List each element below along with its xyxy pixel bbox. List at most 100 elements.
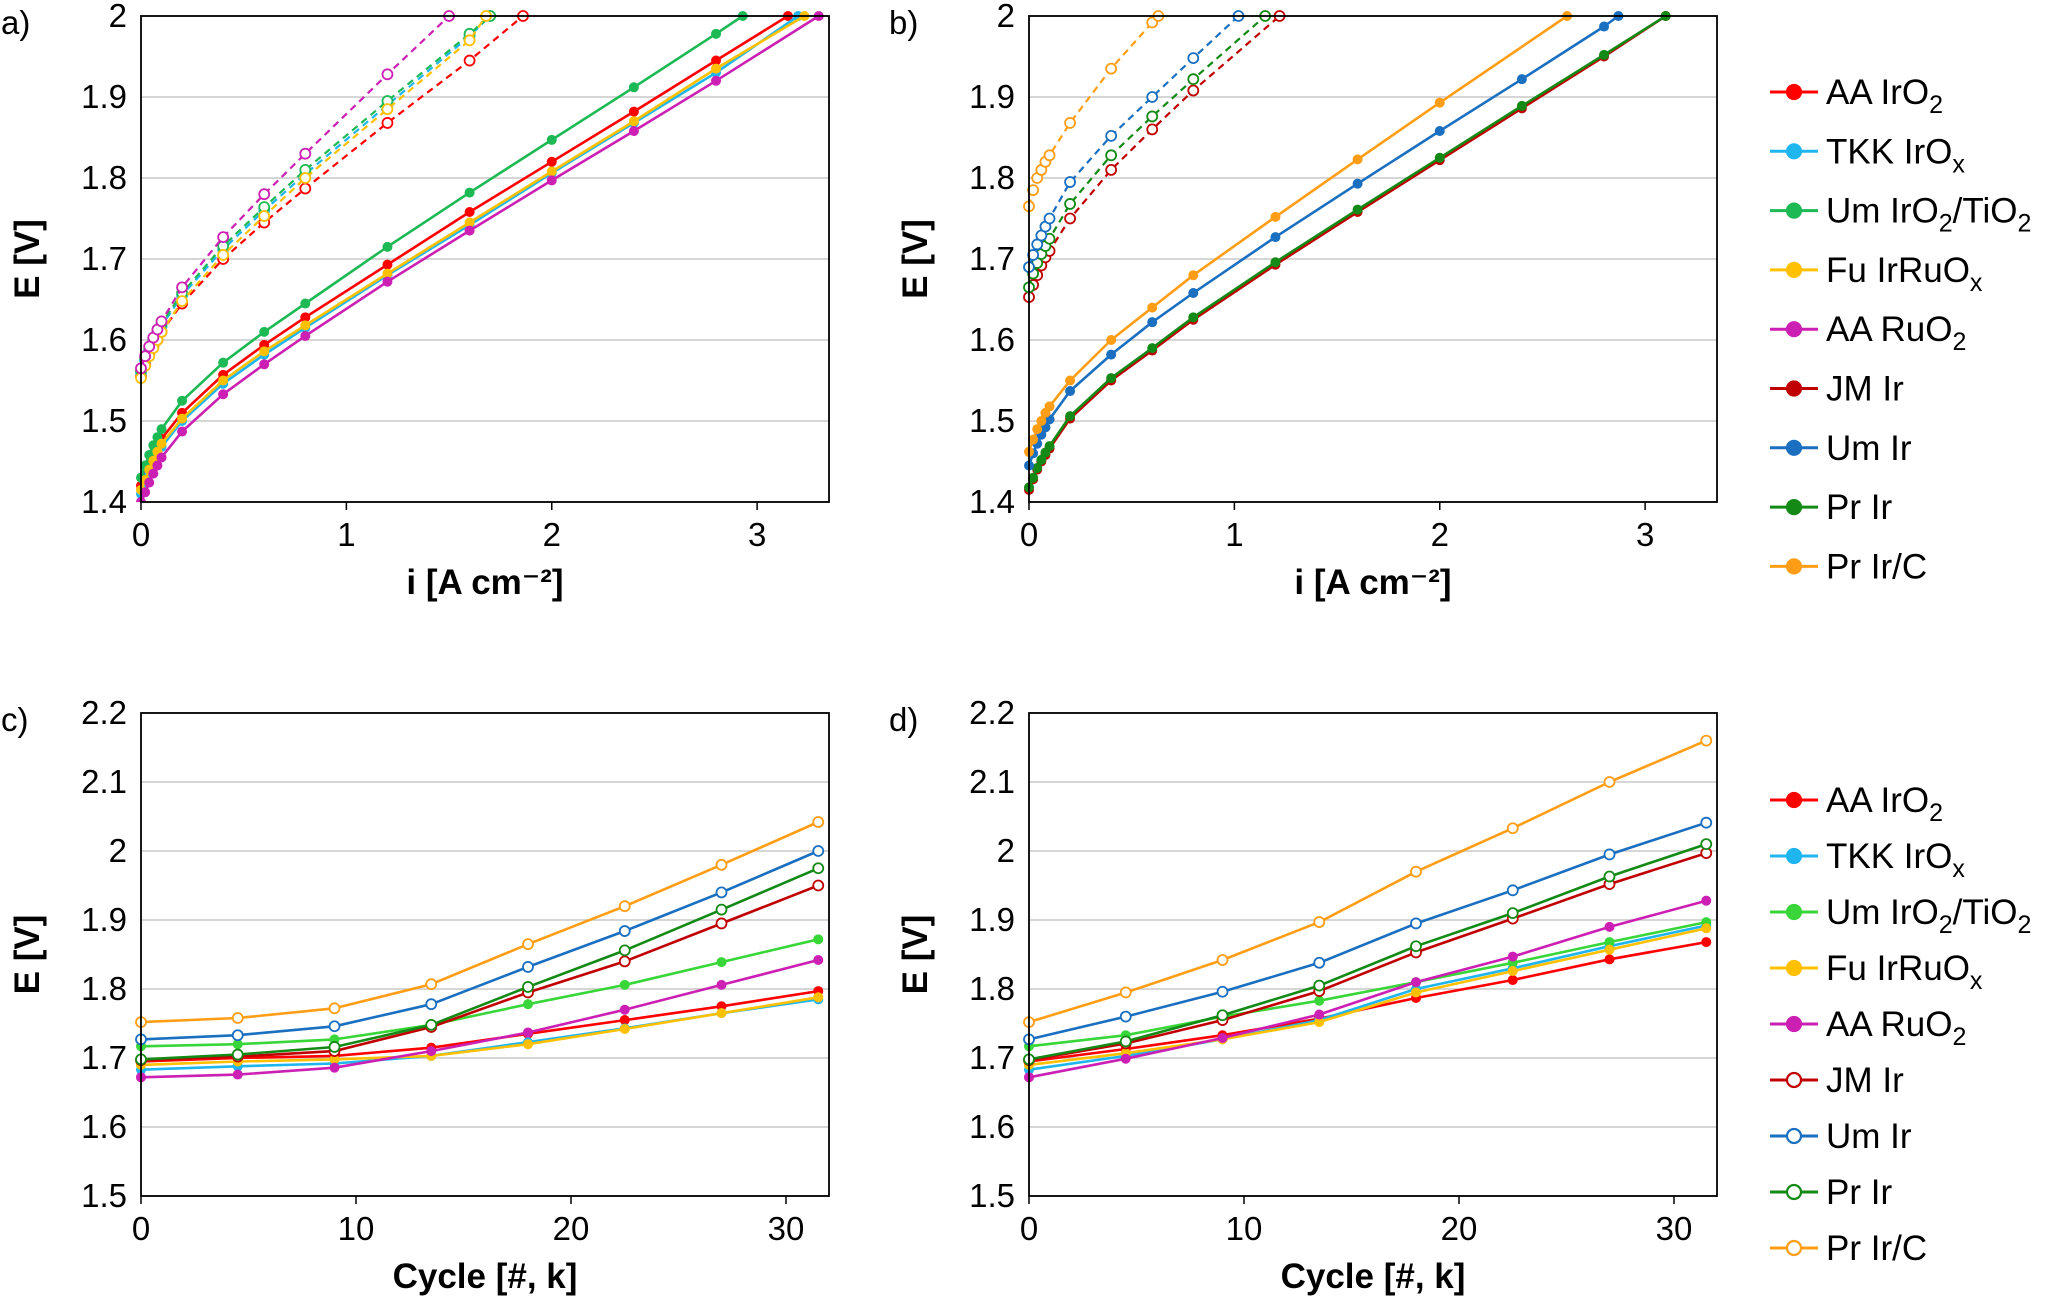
data-point	[1604, 937, 1615, 948]
legend-label-subscript: 2	[1952, 328, 1966, 356]
data-point	[1105, 62, 1118, 75]
x-tick-label: 10	[1226, 1210, 1263, 1247]
x-tick-label: 0	[132, 1210, 150, 1247]
legend-swatch-marker	[1785, 202, 1803, 219]
x-tick-label: 30	[1656, 1210, 1693, 1247]
data-point	[217, 231, 230, 244]
series-group	[1023, 734, 1713, 1083]
data-point	[1036, 454, 1047, 465]
chart-panel-4: 1.5 1.6 1.7 1.8 1.9 2 2.1 2.2 0 10 20 30 d) Cycle [#,…	[889, 694, 1718, 1296]
data-point	[425, 998, 438, 1011]
series-line-um-ir	[1028, 821, 1707, 1041]
data-point	[144, 477, 155, 488]
data-point	[1410, 865, 1422, 878]
data-point	[328, 1002, 341, 1015]
x-tick-label: 20	[553, 1210, 590, 1247]
data-point	[1507, 951, 1518, 962]
data-point	[1147, 317, 1158, 328]
data-point	[382, 241, 393, 252]
legend-label: TKK IrOx	[1826, 132, 1965, 178]
data-point	[1043, 149, 1056, 162]
data-point	[152, 460, 163, 471]
y-tick-label: 1.9	[81, 901, 127, 938]
y-tick-label: 1.4	[81, 483, 127, 520]
data-point	[1701, 937, 1712, 948]
data-point	[425, 978, 438, 991]
series-line-pr-ir-c	[140, 820, 819, 1024]
legend-swatch-marker	[1785, 1015, 1803, 1033]
y-axis-label: E [V]	[8, 219, 47, 299]
legend-swatch-marker	[1785, 261, 1803, 278]
legend-item-aa-iro2: AA IrO2	[1770, 73, 1943, 119]
data-point	[464, 225, 475, 236]
y-tick-label: 2	[997, 832, 1015, 869]
y-tick-label: 2	[109, 0, 127, 34]
data-point	[156, 424, 167, 435]
y-tick-label: 1.5	[969, 1177, 1015, 1214]
legend-label-subscript: x	[1952, 150, 1965, 178]
data-point	[813, 992, 824, 1003]
series-line-um-ir	[1027, 14, 1620, 466]
series-line-jm-ir-dashed	[1027, 15, 1281, 298]
data-point	[381, 117, 394, 129]
plot-frame	[140, 712, 830, 1197]
series-line-pr-ir-c	[1028, 739, 1707, 1024]
data-point	[464, 187, 475, 198]
series-line-um-ir-dashed	[1027, 15, 1240, 268]
data-point	[1506, 907, 1519, 919]
y-tick-label: 1.8	[969, 970, 1015, 1007]
series-group	[135, 10, 824, 502]
data-point	[1352, 204, 1363, 215]
series-line-jm-ir	[1027, 14, 1667, 491]
series-line-jm-ir	[140, 884, 819, 1062]
y-axis-label: E [V]	[896, 219, 935, 299]
legend-item-jm-ir: JM Ir	[1770, 370, 1904, 409]
legend-label: Pr Ir/C	[1826, 1229, 1927, 1268]
data-point	[1216, 985, 1229, 998]
data-point	[619, 1004, 630, 1015]
legend-swatch-marker	[1785, 959, 1803, 977]
legend-swatch-marker	[1785, 380, 1803, 397]
series-line-tkk-irox	[139, 14, 799, 495]
data-point	[1105, 129, 1118, 142]
data-point	[1599, 49, 1610, 60]
data-point	[1701, 923, 1712, 934]
data-point	[1064, 198, 1076, 210]
data-point	[1604, 921, 1615, 932]
data-point	[177, 395, 188, 406]
legend-label: Fu IrRuOx	[1826, 949, 1983, 995]
series-line-um-iro2-tio2-c-d	[1028, 920, 1707, 1048]
legend-label: AA RuO2	[1826, 310, 1966, 356]
data-point	[176, 281, 188, 294]
data-point	[300, 312, 311, 323]
legend-label: Fu IrRuOx	[1826, 251, 1983, 297]
data-point	[299, 182, 312, 195]
series-line-um-ir	[140, 849, 819, 1041]
series-line-pr-ir	[140, 867, 819, 1061]
y-tick-label: 1.8	[81, 159, 127, 196]
data-point	[426, 1046, 437, 1057]
y-axis-label: E [V]	[896, 915, 935, 995]
series-group	[1023, 10, 1671, 495]
y-tick-label: 1.7	[969, 240, 1015, 277]
data-point	[523, 1027, 533, 1038]
data-point	[619, 1015, 630, 1026]
data-point	[1604, 954, 1615, 965]
data-point	[1599, 21, 1610, 32]
data-point	[1187, 73, 1200, 86]
legend-label-subscript: 2	[2017, 911, 2031, 939]
data-point	[1119, 986, 1132, 999]
data-point	[1604, 944, 1615, 955]
legend-label-text: TKK IrO	[1826, 837, 1952, 876]
data-point	[1410, 917, 1422, 930]
x-axis-label: Cycle [#, k]	[393, 1257, 578, 1296]
data-point	[716, 1008, 727, 1019]
legend-label-subscript: 2	[2017, 210, 2031, 238]
data-point	[628, 82, 639, 93]
legend-label: Pr Ir/C	[1826, 547, 1927, 586]
legend-label-text: AA RuO	[1826, 1005, 1952, 1044]
data-point	[217, 249, 230, 261]
data-point	[382, 268, 393, 279]
data-point	[382, 276, 393, 287]
